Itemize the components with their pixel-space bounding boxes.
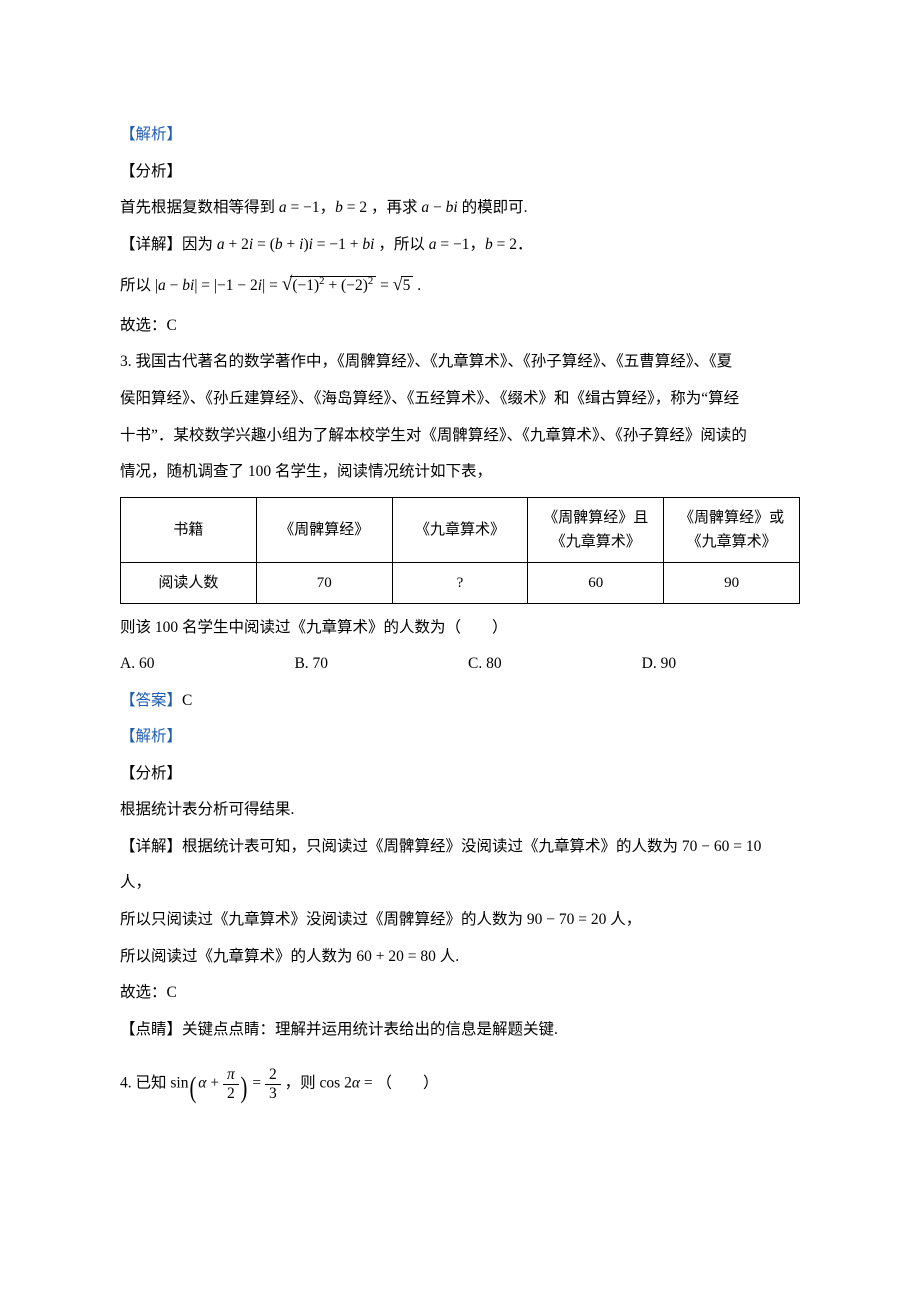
table-header-row: 书籍 《周髀算经》 《九章算术》 《周髀算经》且《九章算术》 《周髀算经》或《九… [121, 497, 800, 562]
th-0: 书籍 [121, 497, 257, 562]
cell-2: 60 [528, 562, 664, 603]
hint-text: 关键点点睛：理解并运用统计表给出的信息是解题关键. [182, 1021, 558, 1038]
method-header-q2: 【分析】 [120, 156, 800, 189]
eq-a: a [279, 199, 287, 216]
cell-1: ? [392, 562, 528, 603]
text: 因为 [182, 236, 213, 253]
cell-3: 90 [664, 562, 800, 603]
text: 首先根据复数相等得到 [120, 199, 275, 216]
q3-detail-2: 所以只阅读过《九章算术》没阅读过《周髀算经》的人数为 90 − 70 = 20 … [120, 904, 800, 937]
text-tail: ，再求 a − bi 的模即可. [371, 199, 527, 216]
row-label: 阅读人数 [121, 562, 257, 603]
q3-stem-1: 3. 我国古代著名的数学著作中，《周髀算经》、《九章算术》、《孙子算经》、《五曹… [120, 346, 800, 379]
q3-detail-1: 【详解】根据统计表可知，只阅读过《周髀算经》没阅读过《九章算术》的人数为 70 … [120, 831, 800, 864]
sqrt-5: √5 [393, 266, 414, 303]
eq-b: b [335, 199, 343, 216]
method-header-q3: 【分析】 [120, 758, 800, 791]
option-c[interactable]: C. 80 [468, 648, 502, 681]
text-mid: ，所以 [378, 236, 425, 253]
option-b[interactable]: B. 70 [294, 648, 328, 681]
sqrt-expr: √(−1)2 + (−2)2 [282, 265, 377, 306]
q3-hint: 【点睛】关键点点睛：理解并运用统计表给出的信息是解题关键. [120, 1014, 800, 1047]
answer-label: 【答案】 [120, 692, 182, 709]
document-page: 【解析】 【分析】 首先根据复数相等得到 a = −1，b = 2 ，再求 a … [0, 0, 920, 1302]
alpha: α [198, 1075, 206, 1092]
answer-value: C [182, 692, 192, 709]
cos2a: cos 2 [320, 1075, 352, 1092]
q3-detail-3: 所以阅读过《九章算术》的人数为 60 + 20 = 80 人. [120, 941, 800, 974]
frac-2-3: 23 [265, 1066, 281, 1103]
th-4: 《周髀算经》或《九章算术》 [664, 497, 800, 562]
option-d[interactable]: D. 90 [642, 648, 676, 681]
analysis-header: 【解析】 [120, 119, 800, 152]
q2-result: 所以 |a − bi| = |−1 − 2i| = √(−1)2 + (−2)2… [120, 265, 800, 306]
detail-label: 【详解】 [120, 236, 182, 253]
q3-detail-1b: 人， [120, 867, 800, 900]
tail: = （ ） [364, 1075, 439, 1092]
q3-stem-2: 侯阳算经》、《孙丘建算经》、《海岛算经》、《五经算术》、《缀术》和《缉古算经》，… [120, 383, 800, 416]
q4-number: 4. [120, 1075, 132, 1092]
q3-stem-4: 情况，随机调查了 100 名学生，阅读情况统计如下表， [120, 456, 800, 489]
text: 根据统计表可知，只阅读过《周髀算经》没阅读过《九章算术》的人数为 70 − 60… [182, 838, 761, 855]
q3-options: A. 60 B. 70 C. 80 D. 90 [120, 648, 800, 681]
analysis-header-2: 【解析】 [120, 721, 800, 754]
q3-method: 根据统计表分析可得结果. [120, 794, 800, 827]
text-prefix: 已知 [136, 1075, 167, 1092]
q3-stem-3: 十书”．某校数学兴趣小组为了解本校学生对《周髀算经》、《九章算术》、《孙子算经》… [120, 420, 800, 453]
q2-conclude: 故选：C [120, 310, 800, 343]
th-2: 《九章算术》 [392, 497, 528, 562]
q3-number: 3. [120, 353, 132, 370]
cell-0: 70 [256, 562, 392, 603]
detail-label: 【详解】 [120, 838, 182, 855]
sin: sin [170, 1075, 188, 1092]
text: 我国古代著名的数学著作中，《周髀算经》、《九章算术》、《孙子算经》、《五曹算经》… [136, 353, 733, 370]
th-3: 《周髀算经》且《九章算术》 [528, 497, 664, 562]
so: 所以 [120, 277, 151, 294]
frac-pi-2: π2 [223, 1066, 239, 1103]
table-data-row: 阅读人数 70 ? 60 90 [121, 562, 800, 603]
mid: ，则 [285, 1075, 316, 1092]
q3-conclude: 故选：C [120, 977, 800, 1010]
th-1: 《周髀算经》 [256, 497, 392, 562]
q4-stem: 4. 已知 sin(α + π2) = 23 ，则 cos 2α = （ ） [120, 1050, 800, 1127]
q2-method: 首先根据复数相等得到 a = −1，b = 2 ，再求 a − bi 的模即可. [120, 192, 800, 225]
hint-label: 【点睛】 [120, 1021, 182, 1038]
q2-detail: 【详解】因为 a + 2i = (b + i)i = −1 + bi ，所以 a… [120, 229, 800, 262]
q3-answer: 【答案】C [120, 685, 800, 718]
q3-table: 书籍 《周髀算经》 《九章算术》 《周髀算经》且《九章算术》 《周髀算经》或《九… [120, 497, 800, 604]
option-a[interactable]: A. 60 [120, 648, 154, 681]
q3-after-table: 则该 100 名学生中阅读过《九章算术》的人数为（ ） [120, 612, 800, 645]
